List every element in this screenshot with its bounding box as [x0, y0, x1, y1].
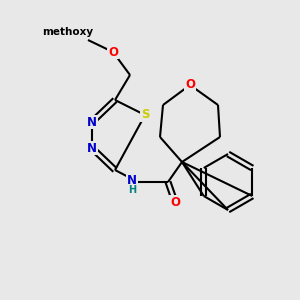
Text: methoxy: methoxy	[42, 27, 94, 37]
Text: N: N	[127, 173, 137, 187]
Text: S: S	[141, 109, 149, 122]
Text: N: N	[87, 116, 97, 128]
Text: N: N	[87, 142, 97, 154]
Text: O: O	[185, 79, 195, 92]
Text: H: H	[128, 185, 136, 195]
Text: O: O	[170, 196, 180, 208]
Text: O: O	[108, 46, 118, 59]
